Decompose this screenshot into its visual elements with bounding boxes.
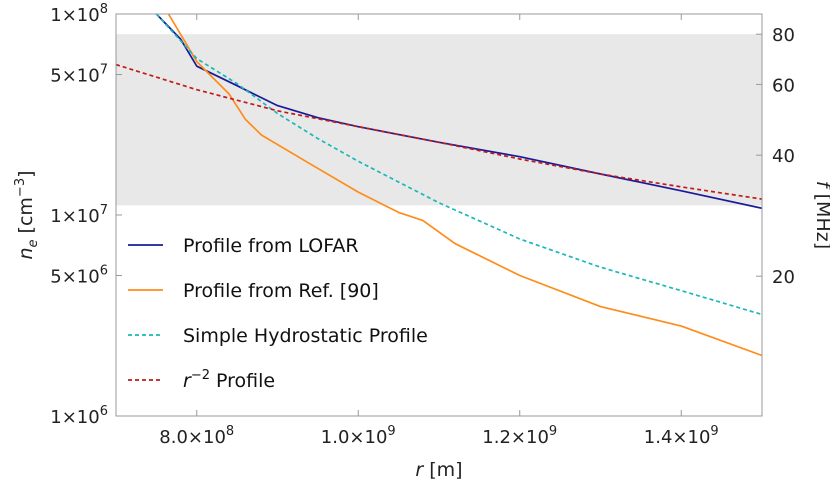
y2-tick-label: 40 [772,146,795,167]
y2-tick-label: 80 [772,25,795,46]
legend-label-2: Profile from Ref. [90] [183,280,379,302]
y-tick-label: 5×107 [50,63,108,87]
legend-label-3: Simple Hydrostatic Profile [183,325,428,347]
series-line-4 [116,63,762,200]
y-axis-title: ne [cm−3] [13,170,41,259]
y-tick-label: 1×108 [50,2,108,26]
y2-axis-title: f [MHz] [812,181,830,249]
x-tick-label: 1.2×109 [482,424,557,448]
series-line-3 [155,14,762,316]
y-tick-label: 1×106 [50,404,108,428]
x-axis-title: r [m] [415,459,462,481]
y2-tick-label: 20 [772,267,795,288]
x-tick-label: 1.0×109 [321,424,396,448]
series-line-1 [155,14,762,210]
x-tick-label: 8.0×108 [159,424,234,448]
shaded-band [116,34,762,206]
x-tick-label: 1.4×109 [644,424,719,448]
legend-label-4: r−2 Profile [183,368,275,392]
legend-label-1: Profile from LOFAR [183,235,359,257]
y-tick-label: 5×106 [50,264,108,288]
y-tick-label: 1×107 [50,203,108,227]
y2-tick-label: 60 [772,75,795,96]
